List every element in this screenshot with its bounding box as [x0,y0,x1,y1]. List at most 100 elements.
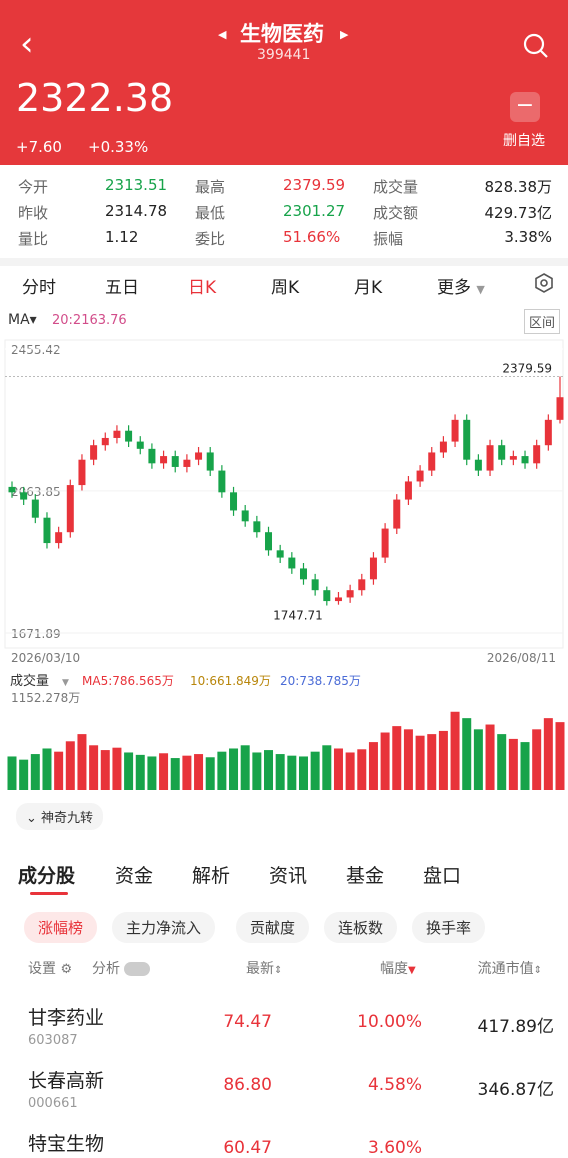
prev-arrow[interactable]: ◀ [218,28,227,41]
next-arrow[interactable]: ▶ [340,28,349,41]
remove-label[interactable]: 删自选 [503,133,545,149]
candle-body [148,448,156,464]
candle-body [125,430,133,442]
change: +7.60 [16,138,62,156]
ma-value: 20:2163.76 [52,313,127,328]
candle-body [171,456,179,467]
period-tab[interactable]: 月K [354,278,383,298]
candle-body [509,456,517,460]
y-tick-label: 1671.89 [11,627,61,641]
section-tab[interactable]: 基金 [346,865,385,887]
section-tab[interactable]: 盘口 [423,865,462,887]
volume-bar [100,750,110,790]
latest-price: 60.47 [223,1138,272,1158]
volume-bar [450,711,460,790]
header: ‹ ◀ 生物医药 ▶ 399441 2322.38 +7.60 +0.33% −… [0,0,568,165]
volume-bar [462,718,472,790]
settings-icon[interactable] [533,272,555,294]
candle-body [55,532,63,544]
range-button[interactable]: 区间 [524,309,561,334]
candle-body [498,445,506,460]
period-tab[interactable]: 五日 [105,278,139,298]
stock-code: 603087 [28,1033,78,1048]
volume-bar [298,756,308,790]
filter-tab[interactable]: 涨幅榜 [24,912,98,943]
candle-body [31,499,39,518]
volume-bar [532,729,542,790]
candle-body [451,419,459,442]
volume-bar [520,742,530,790]
volume-bar [310,751,320,790]
candle-body [113,430,121,438]
candle-body [276,550,284,558]
stat-label: 成交量 [373,178,419,196]
filter-tab[interactable]: 主力净流入 [112,912,216,943]
stock-code: 000661 [28,1096,78,1111]
candle-body [8,486,16,493]
table-header[interactable]: 最新⇕ [246,961,283,977]
candle-body [43,517,51,544]
search-icon[interactable] [522,32,550,60]
candle-body [358,579,366,591]
volume-bar [65,741,75,790]
period-tab[interactable]: 分时 [22,278,56,298]
stock-name[interactable]: 长春高新 [28,1070,105,1092]
section-tab[interactable]: 资讯 [269,865,308,887]
remove-button[interactable]: − [510,92,540,122]
volume-bar [182,755,192,790]
volume-bar [508,738,518,790]
candle-body [311,579,319,591]
volume-bar [54,751,64,790]
volume-bar [473,729,483,790]
table-header[interactable]: 流通市值⇕ [477,961,542,977]
filter-tab[interactable]: 换手率 [412,912,486,943]
table-header[interactable]: 设置 ⚙ [28,961,73,977]
ma-selector[interactable]: MA▾ [8,312,37,328]
volume-bar [438,730,448,790]
candle-body [474,459,482,471]
candle-body [218,470,226,493]
price: 2322.38 [16,76,174,120]
stat-label: 委比 [195,230,226,248]
date-end: 2026/08/11 [487,651,556,665]
period-tab[interactable]: 日K [188,278,217,298]
table-header[interactable]: 幅度▼ [380,961,416,977]
period-tab[interactable]: 更多 ▼ [437,278,485,298]
section-tab[interactable]: 资金 [115,865,154,887]
filter-tab[interactable]: 连板数 [324,912,398,943]
volume-title: 成交量 [10,673,49,689]
period-tab[interactable]: 周K [271,278,300,298]
candle-body [381,528,389,558]
candle-body [206,452,214,471]
candle-body [136,441,144,449]
candle-body [323,590,331,602]
stat-value: 2379.59 [283,176,346,194]
stock-name[interactable]: 特宝生物 [28,1133,105,1155]
volume-ma-label: 10:661.849万 [190,674,271,688]
change-pct: 10.00% [357,1012,422,1032]
volume-bar [485,724,495,790]
section-tab[interactable]: 成分股 [18,865,76,887]
candle-body [20,492,28,500]
stat-label: 最低 [195,204,226,222]
table-header[interactable]: 分析 [92,958,151,978]
stat-label: 量比 [18,230,49,248]
volume-bar [543,718,553,790]
volume-bar [135,754,145,790]
candle-body [253,521,261,533]
volume-bar [287,755,297,790]
candle-body [299,568,307,580]
indicator-button[interactable]: ⌄ 神奇九转 [16,803,104,830]
stat-value: 1.12 [105,228,139,246]
candle-body [416,470,424,482]
back-button[interactable]: ‹ [20,24,34,64]
stock-name[interactable]: 甘李药业 [28,1007,105,1029]
volume-bar [392,726,402,790]
candle-body [439,441,447,453]
filter-tab[interactable]: 贡献度 [236,912,310,943]
volume-bar [415,735,425,790]
candle-body [78,459,86,486]
section-tab[interactable]: 解析 [192,865,231,887]
candle-body [428,452,436,471]
volume-bar [194,754,204,790]
